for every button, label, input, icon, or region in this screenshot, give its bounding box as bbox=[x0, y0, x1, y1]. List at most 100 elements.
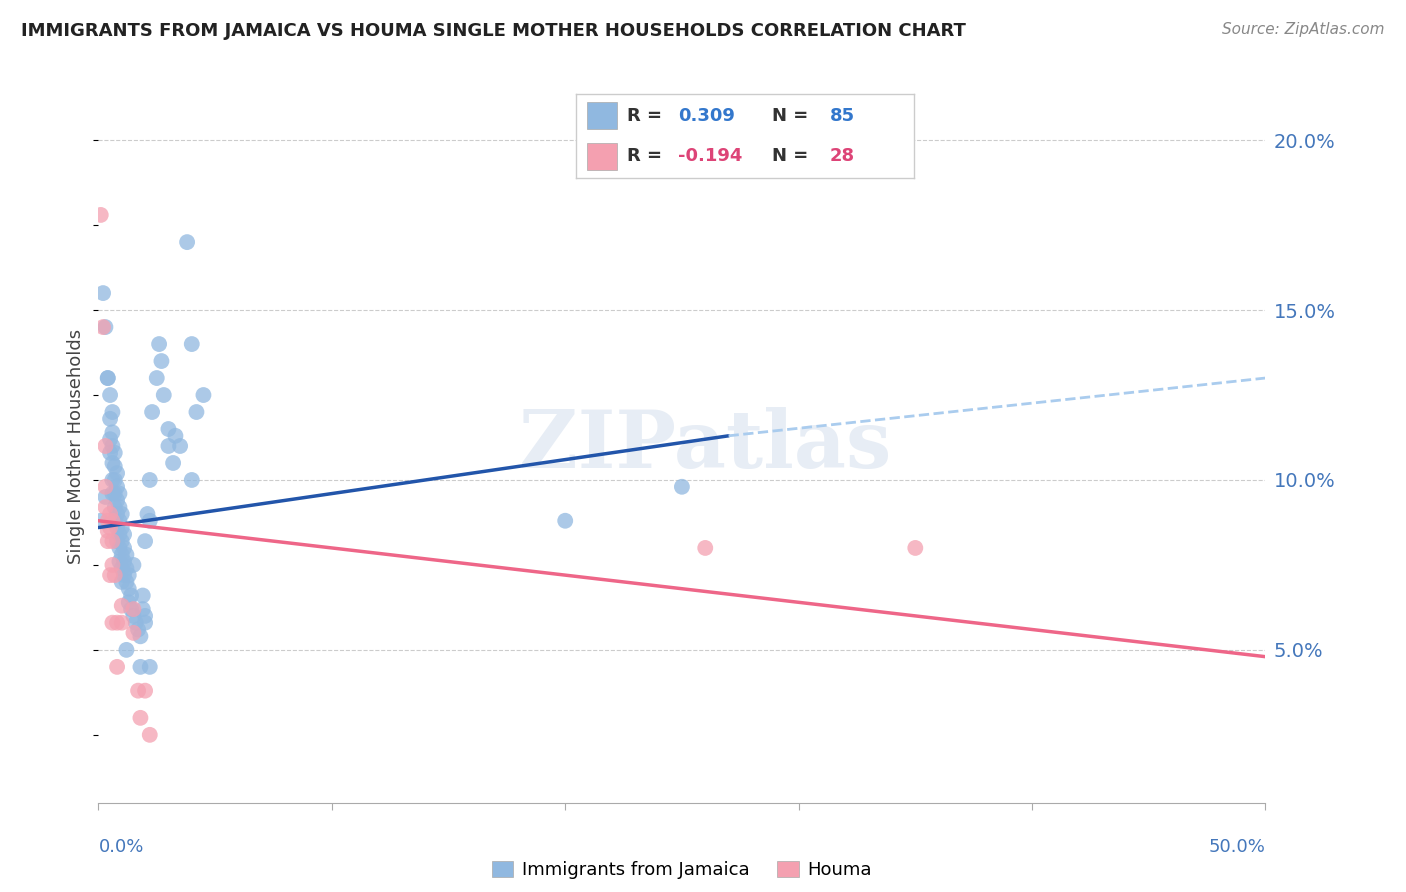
Point bbox=[111, 574, 134, 589]
Point bbox=[129, 629, 152, 643]
Point bbox=[169, 439, 191, 453]
Point bbox=[139, 514, 162, 528]
Legend: Immigrants from Jamaica, Houma: Immigrants from Jamaica, Houma bbox=[485, 854, 879, 887]
Point bbox=[112, 527, 135, 541]
Text: R =: R = bbox=[627, 107, 668, 125]
Point bbox=[108, 500, 131, 515]
Point bbox=[193, 388, 215, 402]
Point bbox=[101, 405, 124, 419]
Point bbox=[146, 371, 169, 385]
Point bbox=[115, 548, 138, 562]
Point bbox=[111, 548, 134, 562]
Point bbox=[122, 626, 145, 640]
Point bbox=[105, 480, 128, 494]
Point bbox=[94, 480, 117, 494]
Point bbox=[111, 615, 134, 630]
Point bbox=[122, 602, 145, 616]
Point bbox=[98, 388, 121, 402]
Point bbox=[101, 615, 124, 630]
Point bbox=[94, 500, 117, 515]
Point bbox=[129, 660, 152, 674]
Point bbox=[139, 660, 162, 674]
Text: 0.309: 0.309 bbox=[678, 107, 734, 125]
Point bbox=[105, 534, 128, 549]
Point bbox=[134, 615, 156, 630]
Point bbox=[127, 623, 149, 637]
Point bbox=[118, 595, 141, 609]
Point bbox=[104, 514, 127, 528]
Point bbox=[101, 439, 124, 453]
Point bbox=[90, 514, 112, 528]
Text: 85: 85 bbox=[830, 107, 855, 125]
Point bbox=[108, 541, 131, 555]
Point bbox=[139, 473, 162, 487]
Text: N =: N = bbox=[772, 107, 814, 125]
Point bbox=[105, 615, 128, 630]
Point bbox=[97, 524, 120, 538]
Point bbox=[112, 555, 135, 569]
Point bbox=[104, 568, 127, 582]
Point bbox=[101, 534, 124, 549]
Text: N =: N = bbox=[772, 147, 814, 165]
Point bbox=[108, 514, 131, 528]
Point bbox=[94, 320, 117, 334]
Point bbox=[125, 615, 148, 630]
Point bbox=[671, 480, 693, 494]
Point bbox=[115, 561, 138, 575]
Point bbox=[695, 541, 717, 555]
Point bbox=[94, 490, 117, 504]
Point bbox=[141, 405, 163, 419]
Point bbox=[139, 728, 162, 742]
Point bbox=[111, 507, 134, 521]
Point bbox=[554, 514, 576, 528]
Point bbox=[105, 660, 128, 674]
Point bbox=[97, 371, 120, 385]
Point bbox=[104, 459, 127, 474]
Text: IMMIGRANTS FROM JAMAICA VS HOUMA SINGLE MOTHER HOUSEHOLDS CORRELATION CHART: IMMIGRANTS FROM JAMAICA VS HOUMA SINGLE … bbox=[21, 22, 966, 40]
Point bbox=[127, 683, 149, 698]
FancyBboxPatch shape bbox=[586, 143, 617, 169]
Point bbox=[108, 486, 131, 500]
Point bbox=[120, 589, 142, 603]
Point bbox=[98, 412, 121, 426]
Text: R =: R = bbox=[627, 147, 668, 165]
Point bbox=[101, 425, 124, 440]
Point bbox=[162, 456, 184, 470]
Point bbox=[105, 520, 128, 534]
Point bbox=[91, 320, 114, 334]
Text: 28: 28 bbox=[830, 147, 855, 165]
Point bbox=[108, 555, 131, 569]
Point bbox=[115, 574, 138, 589]
Text: 0.0%: 0.0% bbox=[98, 838, 143, 856]
Point bbox=[97, 371, 120, 385]
Point bbox=[118, 582, 141, 596]
Point bbox=[98, 568, 121, 582]
Point bbox=[136, 507, 159, 521]
Point bbox=[104, 473, 127, 487]
Point bbox=[111, 561, 134, 575]
Point bbox=[104, 500, 127, 515]
Point bbox=[108, 527, 131, 541]
Point bbox=[94, 439, 117, 453]
Point bbox=[98, 520, 121, 534]
Point bbox=[101, 558, 124, 572]
Point bbox=[104, 486, 127, 500]
Text: 50.0%: 50.0% bbox=[1209, 838, 1265, 856]
Point bbox=[132, 589, 155, 603]
Point bbox=[176, 235, 198, 249]
Point bbox=[904, 541, 927, 555]
Point bbox=[157, 439, 180, 453]
Point bbox=[134, 683, 156, 698]
Point bbox=[122, 558, 145, 572]
Point bbox=[98, 446, 121, 460]
Point bbox=[180, 473, 202, 487]
Point bbox=[152, 388, 174, 402]
Point bbox=[111, 599, 134, 613]
Text: ZIPatlas: ZIPatlas bbox=[519, 407, 891, 485]
Point bbox=[186, 405, 208, 419]
Point bbox=[91, 286, 114, 301]
Point bbox=[98, 507, 121, 521]
Point bbox=[132, 602, 155, 616]
Point bbox=[150, 354, 173, 368]
Point bbox=[111, 520, 134, 534]
